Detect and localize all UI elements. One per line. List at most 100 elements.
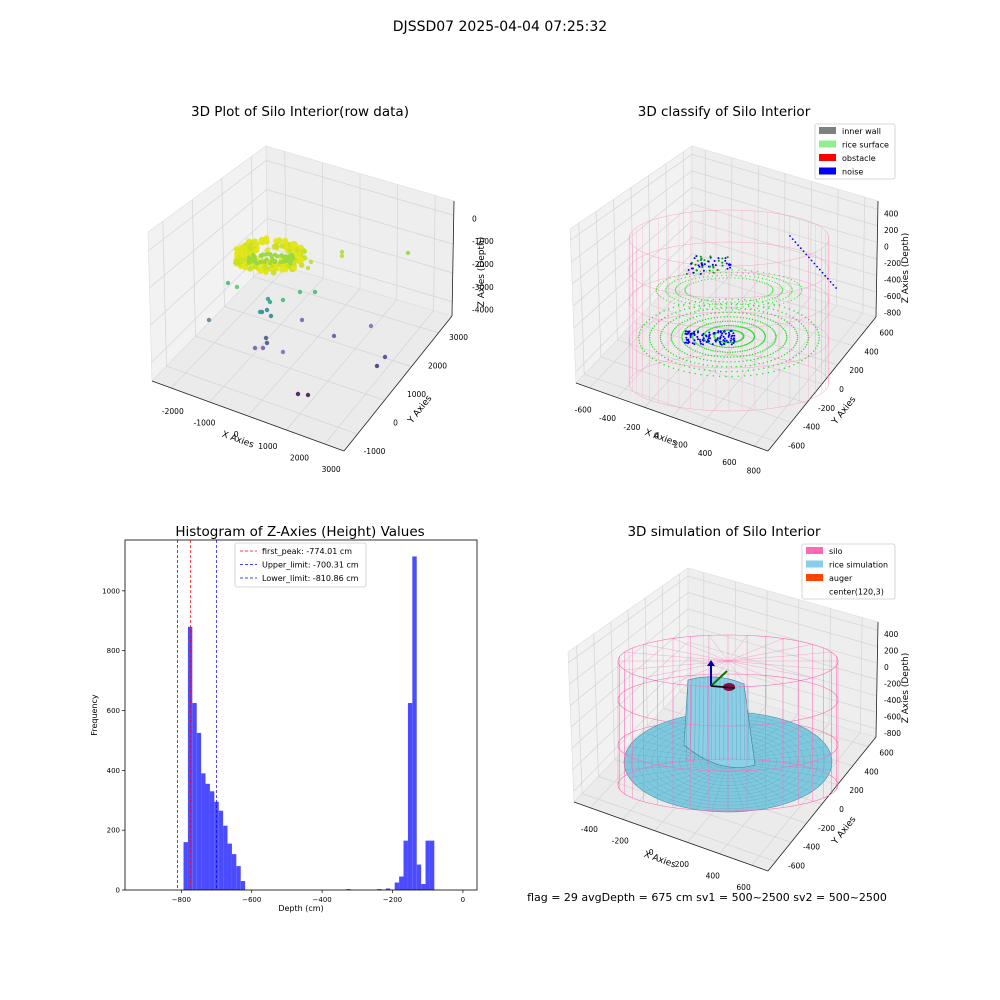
surface-point [781, 288, 784, 290]
x-tick-label: -2000 [162, 407, 184, 416]
grid-line [584, 374, 776, 442]
noise-point [821, 271, 824, 274]
surface-point [775, 334, 777, 337]
data-point [225, 280, 231, 286]
tick-labels: −800 −600 −400 −200 0 0 200 400 600 800 1000 [102, 587, 465, 904]
surface-point [776, 295, 778, 297]
surface-point [708, 328, 711, 331]
surface-point [782, 345, 784, 347]
data-point [331, 333, 337, 339]
surface-point [798, 294, 800, 296]
surface-point [714, 272, 716, 274]
noise-point [835, 287, 837, 289]
surface-mesh [666, 761, 729, 803]
surface-point [765, 278, 767, 280]
surface-point [722, 361, 724, 363]
surface-point [643, 350, 645, 352]
noise-point [713, 260, 716, 262]
surface-point [738, 309, 740, 311]
surface-point [754, 364, 756, 366]
surface-point [740, 365, 742, 368]
surface-point [694, 322, 696, 324]
axis-arrow [710, 670, 728, 687]
noise-point [697, 330, 700, 333]
y-tick-label: 200 [849, 786, 864, 795]
histogram-bar [429, 840, 435, 890]
surface-point [718, 269, 720, 271]
data-point [265, 252, 270, 257]
surface-point [772, 289, 774, 291]
surface-point [704, 347, 706, 349]
surface-point [754, 325, 756, 327]
data-point [301, 248, 308, 255]
surface-point [689, 318, 691, 320]
surface-point [714, 277, 717, 280]
surface-point [750, 323, 752, 326]
surface-point [730, 274, 733, 276]
data-point [295, 391, 301, 397]
grid-line [162, 221, 167, 367]
surface-point [692, 296, 695, 298]
surface-point [703, 305, 705, 307]
surface-point [744, 322, 746, 324]
surface-point [813, 323, 815, 326]
data-point [305, 265, 311, 271]
surface-point [736, 325, 738, 327]
surface-point [732, 320, 734, 322]
data-point [246, 238, 252, 245]
surface-point [722, 346, 724, 348]
surface-point [648, 319, 651, 321]
surface-point [742, 317, 745, 319]
surface-point [719, 306, 722, 308]
histogram-bar [223, 825, 228, 890]
legend-label: silo [829, 547, 843, 556]
surface-point [763, 274, 765, 277]
surface-mesh [680, 761, 729, 807]
silo-line [727, 644, 813, 662]
surface-point [695, 329, 697, 332]
surface-point [679, 323, 681, 325]
x-axis-label: X Axies [643, 428, 678, 449]
surface-point [716, 365, 718, 368]
data-point [239, 247, 245, 253]
surface-point [763, 356, 766, 358]
legend-label: Lower_limit: -810.86 cm [262, 574, 359, 583]
noise-point [690, 262, 693, 265]
surface-point [695, 281, 697, 283]
surface-point [762, 350, 764, 352]
surface-point [722, 351, 724, 353]
y-tick-label: -600 [788, 442, 805, 451]
x-tick-label: -400 [599, 414, 616, 423]
surface-point [726, 329, 729, 331]
surface-point [698, 363, 700, 365]
surface-point [737, 298, 740, 301]
surface-point [731, 269, 733, 271]
noise-point [733, 337, 735, 340]
noise-point [684, 330, 687, 333]
surface-point [709, 303, 711, 306]
noise-point [697, 264, 700, 267]
y-tick-label: 600 [879, 328, 894, 337]
surface-mesh [698, 677, 701, 761]
surface-point [682, 332, 684, 334]
noise-point [791, 238, 794, 241]
surface-point [699, 307, 702, 309]
surface-point [653, 348, 656, 350]
surface-point [756, 373, 758, 376]
data-point [252, 345, 258, 351]
surface-mesh [727, 761, 776, 807]
grid-line [433, 195, 436, 311]
surface-point [669, 283, 671, 285]
surface-point [739, 350, 741, 353]
surface-point [736, 316, 738, 318]
surface-point [748, 348, 750, 351]
surface-point [741, 321, 744, 323]
surface-point [788, 350, 791, 352]
surface-point [781, 362, 783, 364]
surface-point [676, 285, 678, 287]
surface-point [737, 345, 740, 348]
surface-point [740, 275, 742, 277]
surface-point [767, 303, 770, 305]
data-point [239, 252, 246, 259]
surface-point [766, 348, 768, 350]
